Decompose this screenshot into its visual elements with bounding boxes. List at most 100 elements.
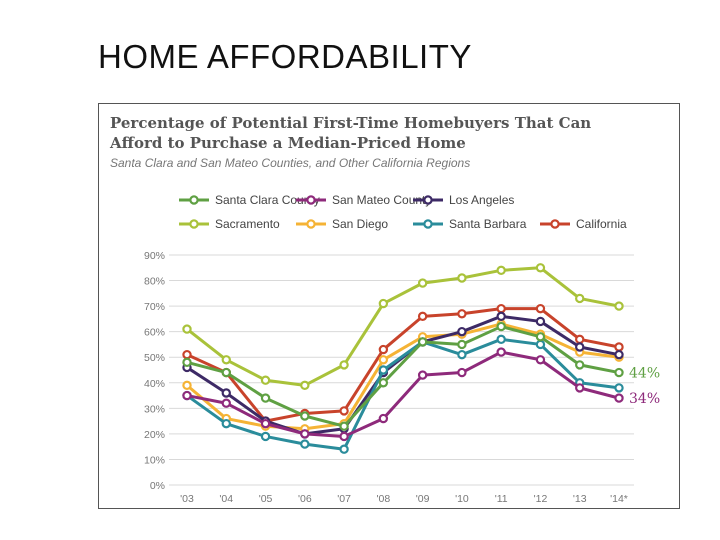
- data-point-los-angeles: [221, 388, 231, 398]
- y-tick-label: 40%: [144, 378, 165, 390]
- data-point-california: [417, 311, 428, 322]
- y-tick-label: 90%: [144, 250, 165, 262]
- chart-title: Percentage of Potential First-Time Homeb…: [110, 113, 670, 153]
- data-point-santa-barbara: [300, 439, 310, 449]
- legend-item-los-angeles: Los Angeles: [411, 192, 514, 208]
- data-point-san-mateo-county: [260, 418, 271, 429]
- x-tick-label: '06: [298, 493, 312, 505]
- data-point-san-mateo-county: [221, 398, 231, 408]
- x-tick-label: '09: [416, 493, 430, 505]
- data-point-santa-clara-county: [378, 378, 389, 388]
- data-point-sacramento: [300, 380, 310, 391]
- data-point-san-mateo-county: [182, 390, 192, 401]
- x-tick-label: '04: [219, 493, 233, 505]
- data-point-santa-clara-county: [575, 360, 585, 370]
- x-tick-label: '13: [573, 493, 587, 505]
- data-point-santa-clara-county: [182, 357, 192, 368]
- legend-label: San Diego: [332, 217, 389, 231]
- legend-item-santa-barbara: Santa Barbara: [411, 216, 526, 232]
- legend-item-california: California: [538, 216, 627, 232]
- data-point-santa-barbara: [535, 339, 546, 350]
- data-point-san-mateo-county: [496, 347, 506, 357]
- chart-title-line-1: Percentage of Potential First-Time Homeb…: [110, 114, 592, 132]
- data-point-california: [182, 349, 192, 360]
- legend-label: San Mateo County: [332, 193, 432, 207]
- data-point-california: [614, 342, 624, 352]
- legend-label: California: [576, 217, 627, 231]
- chart-subtitle: Santa Clara and San Mateo Counties, and …: [110, 156, 471, 170]
- data-point-santa-clara-county: [221, 367, 231, 378]
- data-point-california: [496, 303, 506, 314]
- data-point-california: [457, 309, 467, 319]
- series-line-california: [186, 307, 620, 423]
- data-point-sacramento: [535, 263, 546, 273]
- chart-title-line-2: Afford to Purchase a Median-Priced Home: [110, 134, 466, 152]
- data-point-santa-barbara: [457, 349, 467, 360]
- data-point-santa-clara-county: [457, 339, 467, 350]
- legend-swatch: [179, 219, 209, 229]
- data-point-san-mateo-county: [575, 383, 585, 393]
- data-point-san-mateo-county: [378, 413, 389, 424]
- x-tick-label: '03: [180, 493, 194, 505]
- data-point-san-mateo-county: [535, 355, 546, 365]
- y-tick-label: 60%: [144, 327, 165, 339]
- series-line-sacramento: [186, 266, 620, 387]
- series-line-santa-clara-county: [186, 325, 620, 428]
- data-point-sacramento: [575, 293, 585, 304]
- data-point-san-mateo-county: [417, 370, 428, 380]
- y-tick-label: 0%: [150, 480, 165, 492]
- data-point-los-angeles: [614, 349, 624, 360]
- legend-label: Sacramento: [215, 217, 280, 231]
- data-point-sacramento: [457, 273, 467, 283]
- data-point-santa-barbara: [378, 365, 389, 375]
- legend-label: Santa Clara County: [215, 193, 320, 207]
- annotation-santa-clara-county: 44%: [629, 366, 660, 382]
- legend-swatch: [540, 219, 570, 229]
- data-point-san-mateo-county: [300, 429, 310, 439]
- data-point-santa-barbara: [614, 383, 624, 393]
- legend-item-san-mateo-county: San Mateo County: [294, 192, 431, 208]
- data-point-san-mateo-county: [339, 431, 349, 442]
- data-point-california: [575, 334, 585, 345]
- data-point-san-mateo-county: [614, 393, 624, 403]
- x-tick-label: '05: [259, 493, 273, 505]
- data-point-san-mateo-county: [457, 367, 467, 378]
- slide-title: HOME AFFORDABILITY: [98, 38, 472, 75]
- data-point-sacramento: [339, 360, 349, 370]
- data-point-california: [378, 344, 389, 355]
- data-point-santa-clara-county: [260, 393, 271, 403]
- data-point-sacramento: [417, 278, 428, 288]
- data-point-sacramento: [496, 265, 506, 276]
- legend-label: Los Angeles: [449, 193, 515, 207]
- data-point-sacramento: [182, 324, 192, 334]
- data-point-sacramento: [260, 375, 271, 385]
- data-point-santa-clara-county: [496, 321, 506, 332]
- x-tick-label: '11: [495, 493, 508, 505]
- data-point-los-angeles: [457, 326, 467, 337]
- x-tick-label: '07: [337, 493, 351, 505]
- data-point-santa-clara-county: [300, 411, 310, 421]
- series-line-santa-barbara: [186, 337, 620, 451]
- data-point-sacramento: [378, 298, 389, 309]
- y-tick-label: 50%: [144, 352, 165, 364]
- x-tick-label: '14*: [610, 493, 628, 505]
- legend-item-san-diego: San Diego: [294, 216, 388, 232]
- data-point-santa-barbara: [221, 418, 231, 429]
- data-point-los-angeles: [496, 311, 506, 322]
- chart-frame: Percentage of Potential First-Time Homeb…: [98, 103, 680, 509]
- legend-swatch: [413, 219, 443, 229]
- data-point-san-diego: [378, 355, 389, 365]
- legend-item-santa-clara-county: Santa Clara County: [177, 192, 320, 208]
- y-tick-label: 70%: [144, 301, 165, 313]
- y-tick-label: 80%: [144, 276, 165, 288]
- y-tick-label: 10%: [144, 454, 165, 466]
- legend-swatch: [179, 195, 209, 205]
- legend-label: Santa Barbara: [449, 217, 527, 231]
- series-line-san-diego: [186, 322, 620, 431]
- data-point-los-angeles: [575, 342, 585, 352]
- y-tick-label: 30%: [144, 403, 165, 415]
- data-point-santa-clara-county: [614, 367, 624, 378]
- data-point-california: [339, 406, 349, 416]
- legend-item-sacramento: Sacramento: [177, 216, 280, 232]
- data-point-santa-barbara: [260, 431, 271, 442]
